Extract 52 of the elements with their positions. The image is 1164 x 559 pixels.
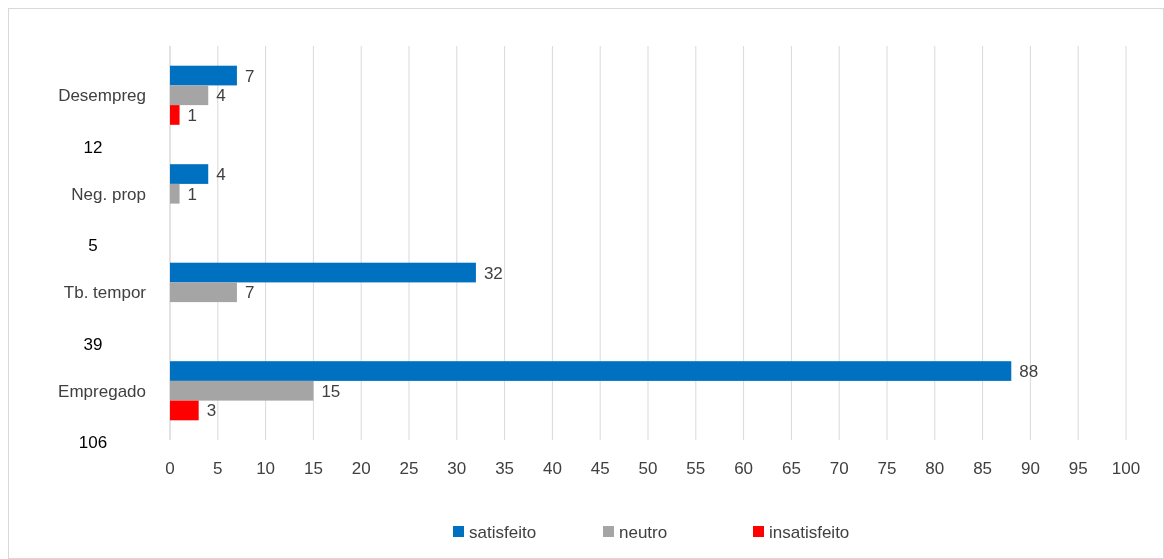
bar [170,105,180,125]
x-tick-label: 30 [447,459,467,478]
bar [170,65,237,86]
x-tick-label: 80 [925,459,945,478]
legend-label: insatisfeito [769,522,850,542]
data-label: 1 [187,105,198,125]
bar [170,400,199,421]
x-tick-label: 5 [213,459,223,478]
x-tick-label: 10 [256,459,276,478]
data-label: 7 [244,283,255,303]
data-label: 88 [1019,362,1039,381]
legend-label: satisfeito [469,522,537,542]
y-tick-label: Desempreg [58,86,146,106]
x-tick-label: 25 [399,459,419,478]
data-label: 4 [216,165,226,184]
y-tick-label: Tb. tempor [63,283,147,303]
x-tick-label: 100 [1111,459,1141,478]
text: 12 [83,137,103,157]
x-tick-label: 55 [686,459,706,478]
data-label: 32 [483,263,503,283]
text: 5 [88,236,98,256]
x-tick-label: 20 [351,459,371,478]
x-tick-label: 40 [542,459,562,478]
data-label: 4 [216,86,226,106]
bar [170,262,476,283]
x-tick-label: 60 [734,459,754,478]
data-label: 7 [244,66,255,86]
x-tick-label: 15 [303,459,323,478]
data-label: 15 [321,381,341,401]
bar [170,183,180,204]
bar [170,85,209,106]
bar [170,361,1012,381]
y-tick-label: Empregado [58,381,146,401]
bar [170,380,314,401]
x-tick-label: 70 [829,459,849,478]
x-tick-label: 0 [165,459,175,478]
x-tick-label: 90 [1020,459,1040,478]
text: 39 [83,334,103,354]
legend-label: neutro [619,522,668,542]
x-tick-label: 95 [1068,459,1088,478]
x-tick-label: 65 [781,459,801,478]
y-tick-label: Neg. prop [71,184,146,204]
x-tick-label: 85 [973,459,993,478]
x-tick-label: 50 [638,459,658,478]
data-label: 1 [187,184,198,204]
x-tick-label: 45 [590,459,610,478]
bar [170,164,209,184]
x-tick-label: 35 [495,459,515,478]
text: 106 [78,433,108,453]
bar [170,282,237,303]
data-label: 3 [206,401,217,421]
x-tick-label: 75 [877,459,897,478]
